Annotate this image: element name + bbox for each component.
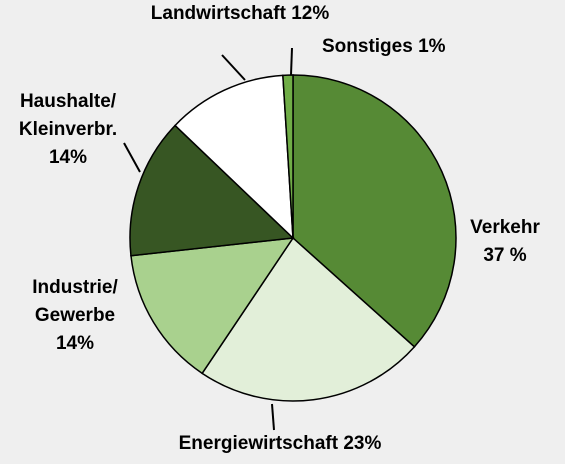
slice-label: Haushalte/ Kleinverbr. 14% (19, 88, 117, 172)
category-label: Industrie/ Gewerbe (32, 277, 118, 326)
data-label: 14% (48, 147, 88, 168)
pie-slice (129, 124, 295, 257)
data-label: 14% (55, 333, 95, 354)
category-label: Haushalte/ Kleinverbr. (18, 91, 118, 140)
data-label: 37 % (483, 245, 527, 266)
category-label: Sonstiges (322, 36, 413, 57)
slice-label: Industrie/ Gewerbe 14% (32, 274, 118, 358)
leader-lines (123, 47, 293, 431)
leader-line (221, 54, 246, 81)
category-label: Verkehr (470, 217, 540, 238)
data-label: 1% (418, 36, 446, 57)
leader-line (271, 403, 275, 431)
pie-slice (282, 74, 294, 239)
pie (129, 74, 457, 402)
data-label: 12% (291, 3, 330, 24)
leader-line (123, 142, 141, 173)
slice-label: Verkehr 37 % (470, 214, 540, 270)
category-label: Energiewirtschaft (178, 433, 339, 454)
pie-slice (292, 74, 457, 348)
slice-label: Sonstiges 1% (322, 33, 446, 61)
data-label: 23% (343, 433, 382, 454)
pie-slice (130, 237, 295, 375)
pie-slice (174, 74, 294, 240)
slice-label: Landwirtschaft 12% (151, 0, 329, 28)
category-label: Landwirtschaft (150, 3, 286, 24)
leader-line (290, 47, 293, 76)
slice-label: Energiewirtschaft 23% (179, 430, 382, 458)
pie-slice (201, 236, 416, 402)
